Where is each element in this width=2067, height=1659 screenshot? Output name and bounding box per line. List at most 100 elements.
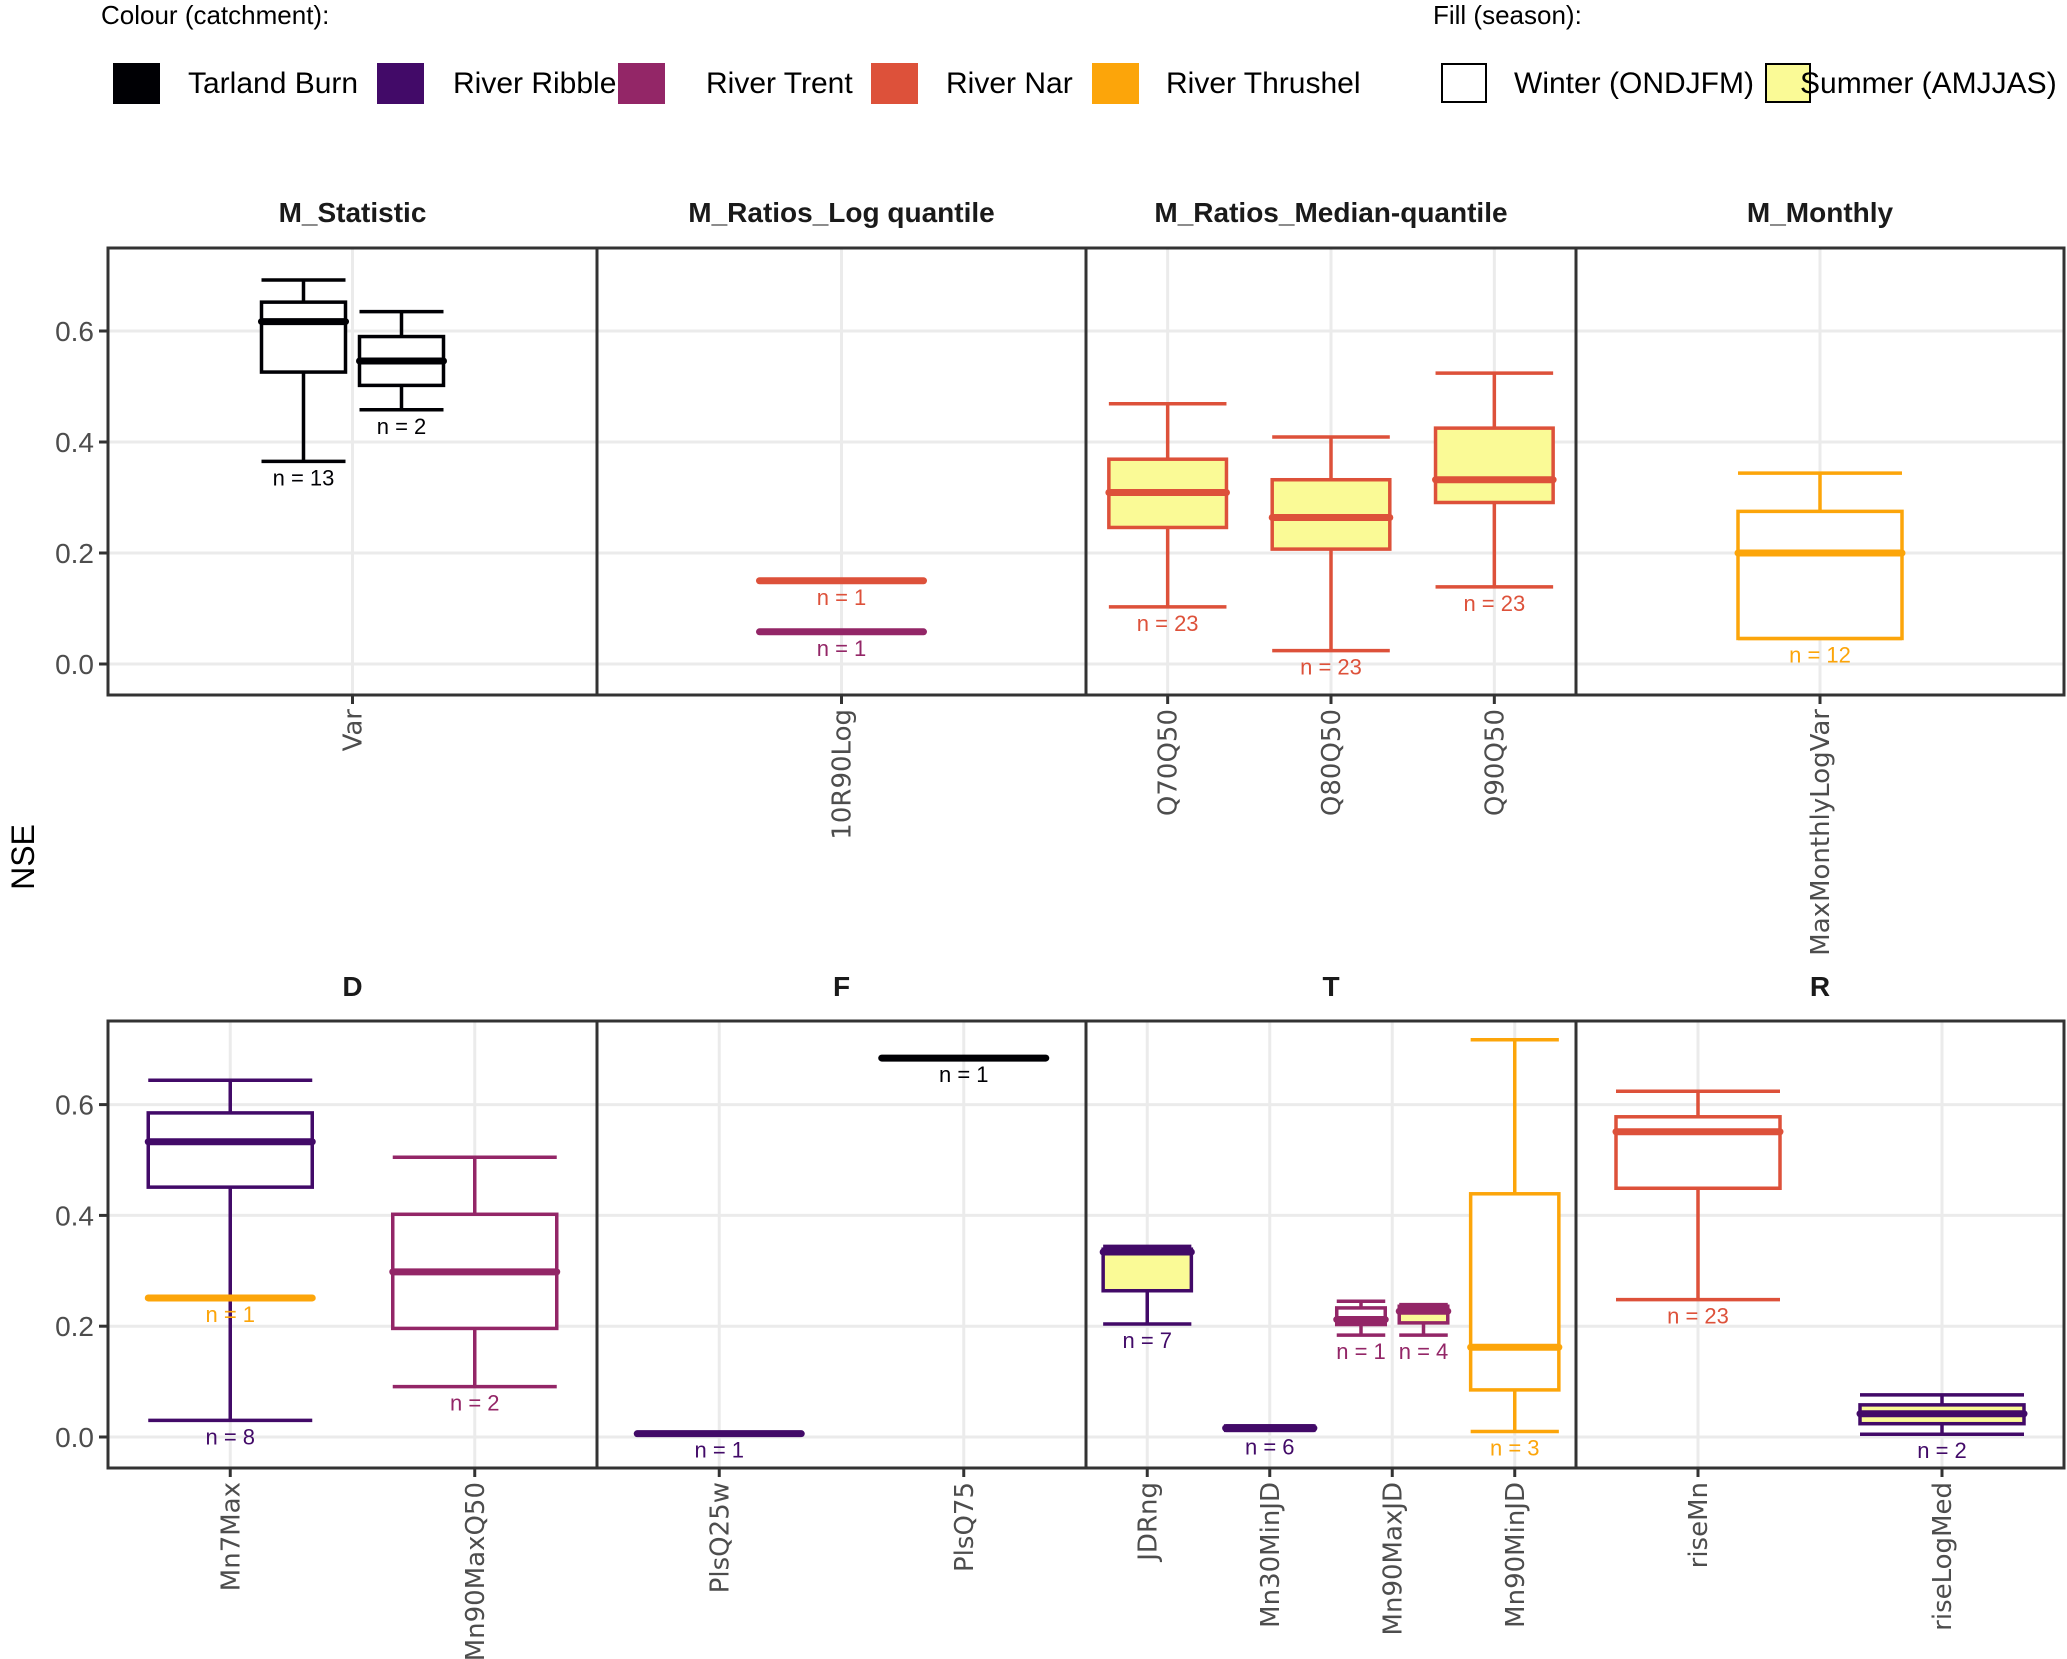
box-iqr [259,300,348,374]
x-tick-label: PlsQ25w [705,1482,735,1593]
n-label: n = 7 [1122,1328,1172,1353]
x-tick-label: Q70Q50 [1154,709,1184,816]
panel-r: Rn = 23 n = 2 riseMn riseLogMed [1574,971,2066,1631]
n-label: n = 2 [377,414,427,439]
x-tick-label: Q90Q50 [1480,709,1510,816]
box-plsq75: n = 1 [878,1054,1050,1087]
y-tick-label: 0.4 [55,1200,94,1231]
n-label: n = 13 [273,465,335,490]
n-label: n = 23 [1463,591,1525,616]
panel-title: T [1322,971,1339,1002]
legend-label: River Thrushel [1166,67,1361,100]
panel-title: D [342,971,362,1002]
x-tick-label: PlsQ75 [950,1482,980,1572]
box-10r90log: n = 1 [756,628,927,661]
box-iqr [1468,1192,1561,1392]
n-label: n = 1 [939,1062,989,1087]
legend-label: River Trent [706,67,853,100]
box-10r90log: n = 1 [756,577,927,610]
x-tick-label: Mn7Max [216,1482,246,1591]
panel-background [1576,1021,2064,1468]
x-tick-label: Mn90MinJD [1501,1482,1531,1628]
panel-f: Fn = 1 n = 1 PlsQ25w PlsQ75 [595,971,1088,1593]
box-iqr [1614,1115,1782,1191]
x-tick-label: MaxMonthlyLogVar [1806,709,1836,956]
legend-key-colour [377,63,424,104]
legend-label: River Nar [946,67,1073,100]
n-label: n = 3 [1490,1435,1540,1460]
x-tick-label: 10R90Log [828,709,858,840]
n-label: n = 2 [1917,1438,1967,1463]
colour-legend-title: Colour (catchment): [101,0,329,30]
legend-label: Summer (AMJJAS) [1800,67,2057,100]
n-label: n = 6 [1245,1434,1295,1459]
legend-key-colour [1092,63,1139,104]
y-tick-label: 0.6 [55,1090,94,1121]
x-tick-label: riseMn [1684,1482,1714,1568]
x-tick-label: Mn30MinJD [1256,1482,1286,1628]
x-tick-label: Var [339,709,369,752]
n-label: n = 23 [1300,655,1362,680]
n-label: n = 1 [817,585,867,610]
n-label: n = 1 [694,1438,744,1463]
legend-key-colour [871,63,918,104]
box-mn90maxjd: n = 1 [1333,1299,1389,1364]
box-q90q50: n = 23 [1432,371,1557,616]
legend-label: River Ribble [453,67,616,100]
box-mn90maxjd: n = 4 [1395,1302,1452,1364]
panel-title: M_Monthly [1747,197,1894,228]
x-tick-label: Mn90MaxQ50 [461,1482,491,1659]
panel-d: Dn = 8 n = 1 n = 2 Mn7Max Mn90MaxQ50 0.0 0.2 0.… [55,971,599,1659]
y-tick-label: 0.2 [55,538,94,569]
n-label: n = 1 [205,1302,255,1327]
box-iqr [146,1111,314,1189]
y-tick-label: 0.0 [55,649,94,680]
panel-title: R [1810,971,1830,1002]
panel-title: F [833,971,850,1002]
y-tick-label: 0.6 [55,316,94,347]
legend-key-fill [1441,63,1487,103]
box-mn90minjd: n = 3 [1467,1038,1563,1460]
y-tick-label: 0.4 [55,427,94,458]
legend-label: Winter (ONDJFM) [1514,67,1754,100]
legend-key-colour [618,63,665,104]
box-jdrng: n = 7 [1099,1244,1195,1353]
n-label: n = 1 [817,636,867,661]
box-var: n = 13 [258,278,349,490]
box-q80q50: n = 23 [1268,435,1394,680]
y-tick-label: 0.0 [55,1422,94,1453]
box-q70q50: n = 23 [1105,401,1230,636]
box-risemn: n = 23 [1612,1089,1784,1329]
panel-title: M_Statistic [279,197,427,228]
box-mn7max: n = 8 [144,1078,316,1449]
panel-border [1574,1019,2066,1470]
panel-title: M_Ratios_Log quantile [688,197,994,228]
n-label: n = 2 [450,1391,500,1416]
panel-title: M_Ratios_Median-quantile [1154,197,1507,228]
x-tick-label: Q80Q50 [1317,709,1347,816]
box-iqr [1736,509,1904,641]
box-mn90maxq50: n = 2 [389,1155,561,1416]
n-label: n = 23 [1137,611,1199,636]
panel-m-ratios-log-quantile: M_Ratios_Log quantile n = 1 n = 1 10R90Log [595,197,1088,840]
fill-legend-title: Fill (season): [1433,0,1582,30]
legend-key-colour [113,63,160,104]
legend-label: Tarland Burn [188,67,358,100]
n-label: n = 23 [1667,1304,1729,1329]
n-label: n = 4 [1399,1339,1449,1364]
x-tick-label: JDRng [1133,1482,1163,1563]
x-tick-label: riseLogMed [1928,1482,1958,1631]
box-var: n = 2 [356,309,447,439]
n-label: n = 1 [1336,1339,1386,1364]
panel-background [597,1021,1086,1468]
legend: Colour (catchment): Fill (season): Tarla… [101,0,2057,104]
box-mn7max: n = 1 [144,1294,316,1327]
box-iqr [1433,426,1555,505]
box-mn30minjd: n = 6 [1222,1424,1318,1459]
y-tick-label: 0.2 [55,1311,94,1342]
box-riselogmed: n = 2 [1856,1393,2028,1463]
